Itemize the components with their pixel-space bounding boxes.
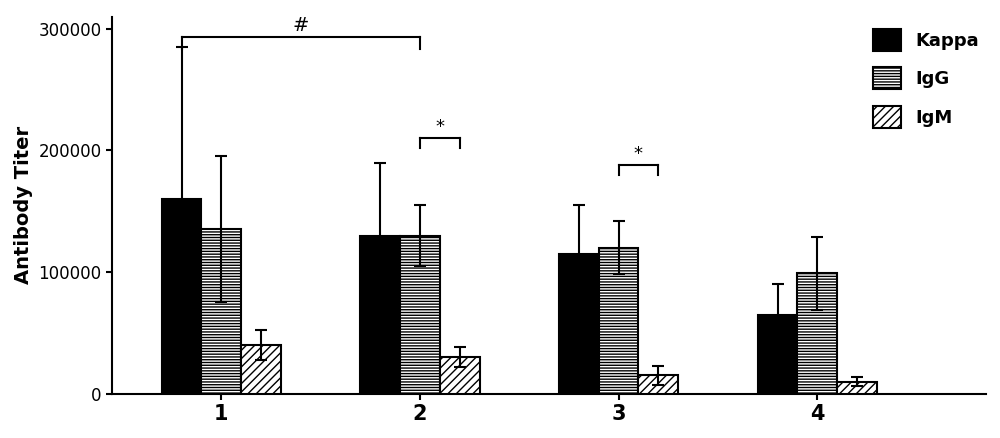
Bar — [837, 381, 877, 394]
Text: *: * — [634, 145, 643, 162]
Bar — [599, 248, 638, 394]
Legend: Kappa, IgG, IgM: Kappa, IgG, IgM — [866, 22, 986, 135]
Bar — [241, 345, 281, 394]
Bar — [440, 357, 480, 394]
Bar — [797, 273, 837, 394]
Y-axis label: Antibody Titer: Antibody Titer — [14, 126, 33, 284]
Bar — [360, 236, 400, 394]
Bar — [162, 199, 201, 394]
Bar — [400, 236, 440, 394]
Text: *: * — [435, 118, 444, 136]
Text: #: # — [293, 16, 309, 35]
Bar — [758, 314, 797, 394]
Bar — [638, 375, 678, 394]
Bar — [201, 230, 241, 394]
Bar — [559, 254, 599, 394]
